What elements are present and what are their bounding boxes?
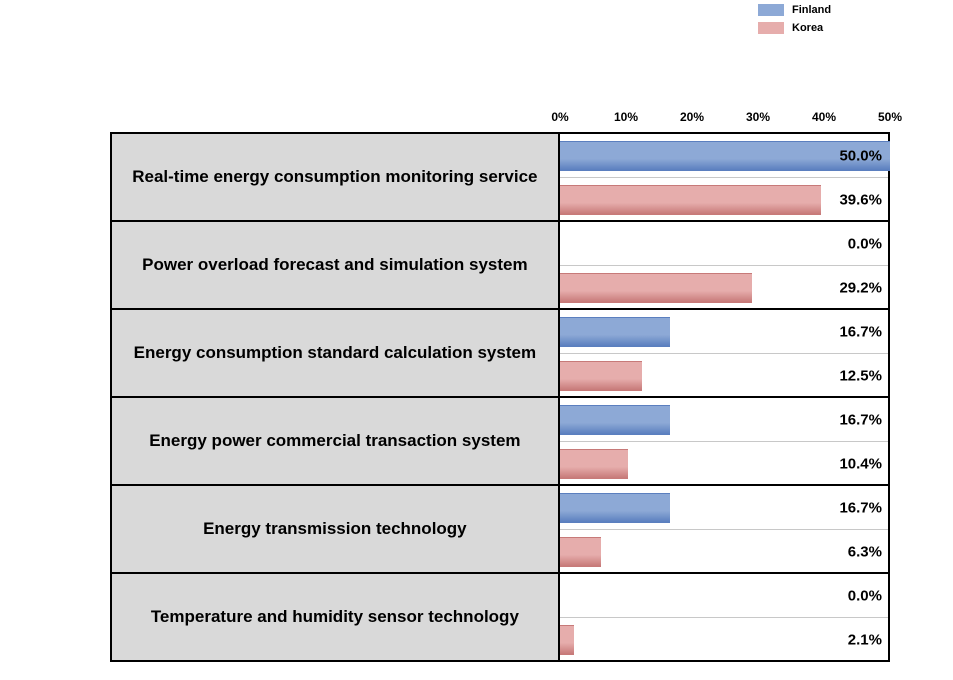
table-row: Energy power commercial transaction syst…: [112, 398, 888, 486]
legend-item-finland: Finland: [758, 4, 831, 16]
chart-container: Finland Korea 0% 10% 20% 30% 40% 50% Real-tim…: [0, 0, 953, 680]
legend-label: Finland: [792, 4, 831, 16]
bar-korea: [560, 449, 629, 479]
axis-tick: 10%: [614, 110, 638, 124]
row-label: Power overload forecast and simulation s…: [112, 222, 560, 308]
bar-slot-finland: 16.7%: [560, 486, 888, 530]
bar-korea: [560, 537, 602, 567]
legend-label: Korea: [792, 22, 823, 34]
row-label: Real-time energy consumption monitoring …: [112, 134, 560, 220]
axis-tick: 50%: [878, 110, 902, 124]
legend: Finland Korea: [758, 4, 831, 40]
bar-value-finland: 50.0%: [839, 147, 882, 164]
bar-value-korea: 39.6%: [839, 192, 882, 209]
table-row: Energy consumption standard calculation …: [112, 310, 888, 398]
row-label: Energy power commercial transaction syst…: [112, 398, 560, 484]
bar-finland: [560, 317, 670, 347]
bar-slot-korea: 10.4%: [560, 442, 888, 486]
axis-tick: 20%: [680, 110, 704, 124]
bar-korea: [560, 273, 753, 303]
bar-slot-korea: 12.5%: [560, 354, 888, 398]
row-bars: 16.7% 10.4%: [560, 398, 888, 484]
bar-value-korea: 10.4%: [839, 456, 882, 473]
chart-table: Real-time energy consumption monitoring …: [110, 132, 890, 662]
axis-tick: 40%: [812, 110, 836, 124]
bar-value-korea: 6.3%: [848, 544, 882, 561]
table-row: Temperature and humidity sensor technolo…: [112, 574, 888, 662]
bar-slot-korea: 39.6%: [560, 178, 888, 222]
bar-korea: [560, 361, 643, 391]
legend-swatch-korea: [758, 22, 784, 34]
table-row: Power overload forecast and simulation s…: [112, 222, 888, 310]
bar-slot-finland: 0.0%: [560, 222, 888, 266]
table-row: Energy transmission technology 16.7% 6.3%: [112, 486, 888, 574]
row-bars: 0.0% 2.1%: [560, 574, 888, 660]
row-label: Energy consumption standard calculation …: [112, 310, 560, 396]
bar-value-finland: 16.7%: [839, 411, 882, 428]
bar-slot-finland: 0.0%: [560, 574, 888, 618]
bar-finland: [560, 405, 670, 435]
bar-value-finland: 16.7%: [839, 323, 882, 340]
bar-korea: [560, 185, 821, 215]
bar-slot-finland: 16.7%: [560, 310, 888, 354]
x-axis: 0%10%20%30%40%50%: [560, 110, 895, 126]
legend-swatch-finland: [758, 4, 784, 16]
row-bars: 16.7% 6.3%: [560, 486, 888, 572]
bar-slot-korea: 29.2%: [560, 266, 888, 310]
axis-tick: 30%: [746, 110, 770, 124]
bar-value-finland: 0.0%: [848, 587, 882, 604]
row-label: Temperature and humidity sensor technolo…: [112, 574, 560, 660]
table-row: Real-time energy consumption monitoring …: [112, 134, 888, 222]
row-label: Energy transmission technology: [112, 486, 560, 572]
bar-value-korea: 29.2%: [839, 280, 882, 297]
bar-value-korea: 2.1%: [848, 632, 882, 649]
bar-slot-korea: 6.3%: [560, 530, 888, 574]
bar-korea: [560, 625, 574, 655]
bar-value-finland: 16.7%: [839, 499, 882, 516]
legend-item-korea: Korea: [758, 22, 831, 34]
bar-slot-korea: 2.1%: [560, 618, 888, 662]
bar-slot-finland: 50.0%: [560, 134, 888, 178]
bar-value-korea: 12.5%: [839, 368, 882, 385]
bar-slot-finland: 16.7%: [560, 398, 888, 442]
row-bars: 0.0% 29.2%: [560, 222, 888, 308]
bar-finland: [560, 493, 670, 523]
row-bars: 16.7% 12.5%: [560, 310, 888, 396]
bar-value-finland: 0.0%: [848, 235, 882, 252]
axis-tick: 0%: [551, 110, 568, 124]
row-bars: 50.0% 39.6%: [560, 134, 888, 220]
